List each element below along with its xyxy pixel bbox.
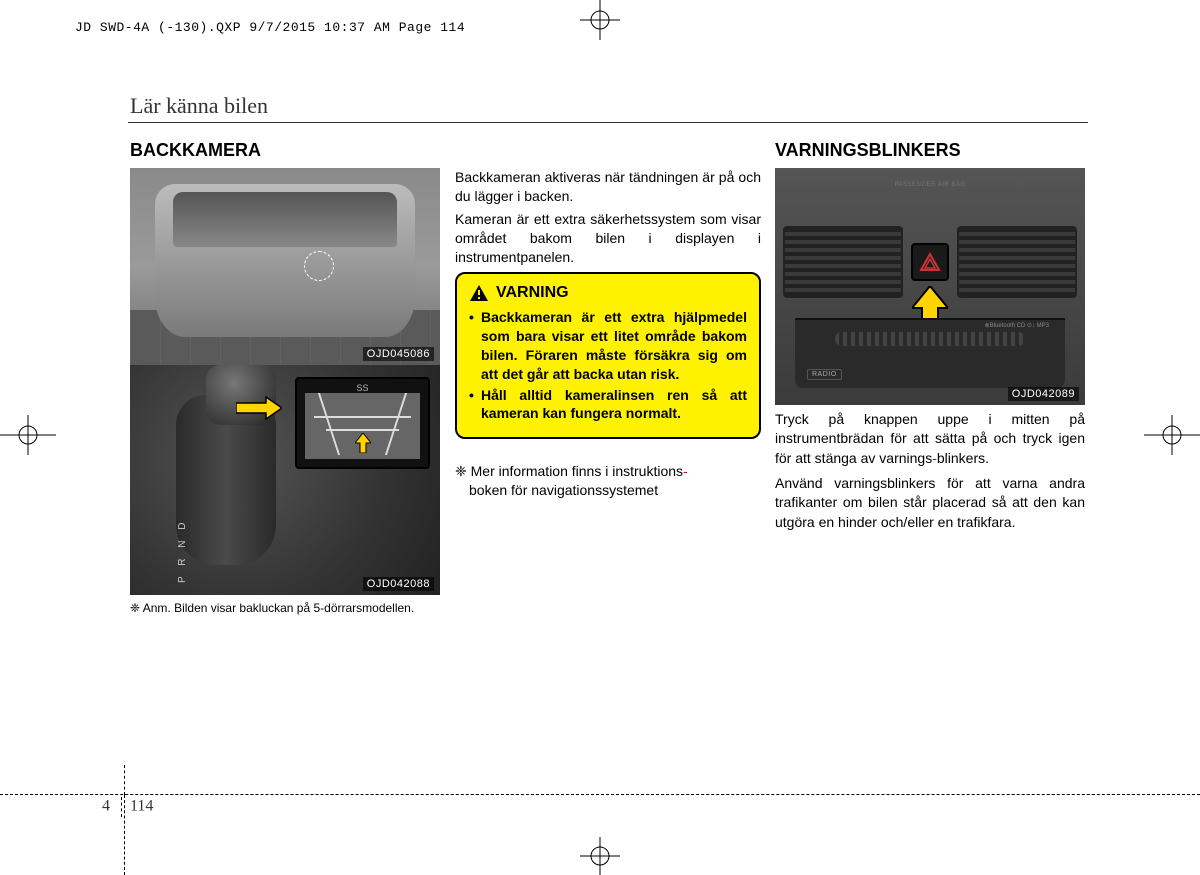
- crop-mark-left: [0, 410, 64, 460]
- footnote-line1: ❈ Mer information finns i instruktions: [455, 463, 683, 479]
- image-gearshift: P R N D OJD042088: [130, 365, 440, 595]
- print-header: JD SWD-4A (-130).QXP 9/7/2015 10:37 AM P…: [75, 20, 465, 35]
- page-number: 4 114: [102, 797, 153, 817]
- hazard-button: [911, 243, 949, 281]
- nav-screen: [295, 377, 430, 469]
- right-paragraphs: Tryck på knappen uppe i mitten på instru…: [775, 410, 1085, 538]
- car-window: [173, 192, 396, 247]
- right-p1: Tryck på knappen uppe i mitten på instru…: [775, 410, 1085, 468]
- lane-left: [318, 393, 340, 455]
- image-caption: ❈ Anm. Bilden visar bakluckan på 5-dörra…: [130, 600, 440, 616]
- mid-p1: Backkameran aktiveras när tändningen är …: [455, 168, 761, 206]
- crop-mark-top: [575, 0, 625, 48]
- crop-mark-right: [1136, 410, 1200, 460]
- heading-varningsblinkers: VARNINGSBLINKERS: [775, 140, 961, 161]
- page-number-value: 114: [130, 798, 153, 815]
- image-label: OJD042089: [1008, 387, 1079, 401]
- image-label: OJD042088: [363, 577, 434, 591]
- bt-label: ⊗Bluetooth CD ⊙↓ MP3: [985, 322, 1049, 329]
- right-p2: Använd varningsblinkers för att varna an…: [775, 474, 1085, 532]
- warning-triangle-icon: [469, 284, 489, 302]
- warning-list: Backkameran är ett extra hjälpmedel som …: [469, 308, 747, 423]
- heading-backkamera: BACKKAMERA: [130, 140, 261, 161]
- middle-footnote: ❈ Mer information finns i instruktions- …: [455, 462, 761, 500]
- warning-title: VARNING: [469, 284, 747, 302]
- warning-item: Håll alltid kameralinsen ren så att kame…: [469, 386, 747, 424]
- up-arrow-icon: [355, 433, 371, 453]
- stereo-panel: RADIO ⊗Bluetooth CD ⊙↓ MP3: [795, 318, 1065, 388]
- radio-label: RADIO: [807, 369, 842, 380]
- page-separator: [121, 797, 122, 817]
- chapter-number: 4: [102, 798, 111, 815]
- image-dashboard: PASSENGER AIR BAG RADIO ⊗Bluetooth CD ⊙↓…: [775, 168, 1085, 405]
- trim-line-h: [0, 794, 1200, 795]
- right-p1a: Tryck på knappen uppe i mitten på instru…: [775, 411, 1085, 466]
- warning-item: Backkameran är ett extra hjälpmedel som …: [469, 308, 747, 384]
- arrow-to-screen-icon: [236, 395, 282, 421]
- trim-line-v2: [124, 765, 125, 795]
- footnote-line2: boken för navigationssystemet: [469, 482, 658, 498]
- soft-hyphen: -: [683, 463, 688, 479]
- image-label: OJD045086: [363, 347, 434, 361]
- warning-title-text: VARNING: [496, 284, 569, 302]
- lane-right: [385, 393, 407, 455]
- vent-right: [957, 226, 1077, 298]
- airbag-label: PASSENGER AIR BAG: [894, 182, 965, 189]
- vent-left: [783, 226, 903, 298]
- camera-circle-mark: [304, 251, 334, 281]
- crop-mark-bottom: [575, 833, 625, 875]
- section-underline: [128, 122, 1088, 123]
- right-p1b: blinkers.: [937, 450, 989, 466]
- middle-paragraphs: Backkameran aktiveras när tändningen är …: [455, 168, 761, 270]
- gear-letters: P R N D: [177, 519, 188, 584]
- image-car-rear: OJD045086: [130, 168, 440, 365]
- camera-guide: [305, 393, 420, 459]
- mid-p2: Kameran är ett extra säkerhetssystem som…: [455, 210, 761, 267]
- section-title: Lär känna bilen: [130, 93, 268, 119]
- hazard-triangle-icon: [919, 252, 941, 272]
- warning-box: VARNING Backkameran är ett extra hjälpme…: [455, 272, 761, 439]
